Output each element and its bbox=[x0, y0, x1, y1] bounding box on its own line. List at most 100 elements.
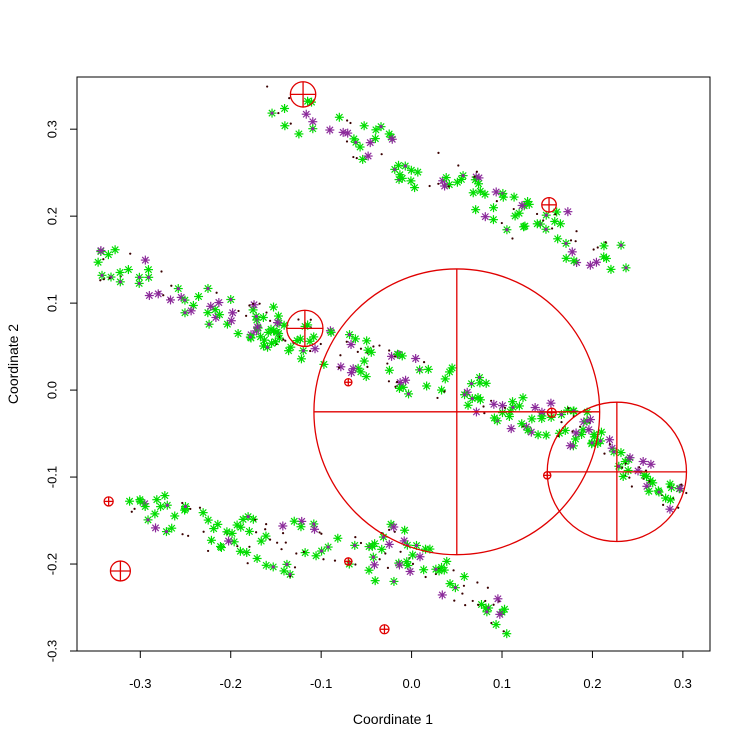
dot-point bbox=[366, 365, 369, 368]
star-point bbox=[620, 457, 630, 467]
dot-point bbox=[309, 349, 312, 353]
purple-point bbox=[461, 174, 465, 178]
dot-point bbox=[380, 153, 383, 156]
star-point bbox=[153, 289, 163, 299]
star-point bbox=[249, 300, 259, 310]
y-tick-label: 0.1 bbox=[44, 294, 59, 312]
star-point bbox=[166, 295, 176, 305]
star-point bbox=[362, 336, 372, 346]
dot-point bbox=[352, 155, 355, 159]
star-point bbox=[530, 403, 540, 413]
star-point bbox=[439, 565, 449, 575]
dot-point bbox=[378, 344, 381, 347]
star-point bbox=[387, 134, 397, 144]
star-point bbox=[546, 398, 556, 408]
purple-point bbox=[326, 545, 330, 549]
star-point bbox=[236, 522, 246, 532]
dot-point bbox=[288, 97, 291, 100]
dot-point bbox=[503, 406, 507, 409]
star-point bbox=[506, 424, 516, 434]
star-point bbox=[258, 313, 268, 323]
dot-point bbox=[346, 119, 349, 122]
star-point bbox=[135, 495, 145, 505]
star-point bbox=[498, 192, 508, 202]
x-tick-label: 0.0 bbox=[403, 676, 421, 691]
star-point bbox=[377, 544, 387, 554]
star-point bbox=[203, 515, 213, 525]
dot-point bbox=[288, 575, 292, 578]
star-point bbox=[500, 604, 510, 614]
dot-point bbox=[394, 385, 397, 388]
star-point bbox=[463, 400, 473, 410]
dot-point bbox=[662, 503, 665, 506]
star-point bbox=[123, 265, 133, 275]
star-point bbox=[569, 256, 579, 266]
dot-point bbox=[443, 390, 446, 393]
purple-point bbox=[505, 228, 509, 232]
star-point bbox=[310, 524, 320, 534]
dot-point bbox=[542, 219, 545, 222]
star-point bbox=[410, 183, 420, 193]
star-point bbox=[437, 590, 447, 600]
star-point bbox=[665, 479, 675, 489]
star-point bbox=[369, 560, 379, 570]
dot-point bbox=[596, 246, 599, 249]
star-point bbox=[423, 364, 433, 374]
dot-point bbox=[388, 349, 391, 352]
star-point bbox=[296, 354, 306, 364]
purple-point bbox=[137, 281, 141, 286]
dot-point bbox=[461, 592, 464, 595]
cluster-circle bbox=[289, 81, 317, 108]
star-point bbox=[599, 252, 609, 262]
cluster-circle bbox=[286, 309, 324, 348]
star-point bbox=[280, 103, 290, 113]
star-point bbox=[395, 170, 405, 180]
purple-point bbox=[271, 565, 275, 569]
star-point bbox=[510, 211, 520, 221]
purple-point bbox=[406, 392, 411, 396]
cluster-circle bbox=[344, 557, 353, 566]
star-point bbox=[445, 579, 455, 589]
y-tick-label: -0.1 bbox=[44, 466, 59, 488]
dot-point bbox=[624, 462, 627, 465]
dot-point bbox=[281, 532, 285, 535]
dot-point bbox=[102, 258, 105, 261]
star-point bbox=[152, 495, 162, 505]
purple-point bbox=[147, 275, 151, 279]
y-tick-label: -0.3 bbox=[44, 640, 59, 662]
purple-point bbox=[462, 393, 467, 397]
x-tick-label: -0.2 bbox=[220, 676, 242, 691]
dot-point bbox=[189, 507, 192, 511]
dot-point bbox=[644, 469, 648, 472]
purple-point bbox=[100, 273, 104, 277]
star-point bbox=[384, 129, 394, 139]
star-point bbox=[563, 207, 573, 217]
x-tick-label: 0.2 bbox=[583, 676, 601, 691]
star-point bbox=[343, 128, 353, 138]
dot-point bbox=[486, 586, 489, 589]
dot-point bbox=[484, 599, 487, 603]
star-point bbox=[325, 125, 335, 135]
star-point bbox=[367, 541, 377, 551]
star-point bbox=[445, 367, 455, 377]
star-point bbox=[394, 383, 404, 393]
star-point bbox=[235, 546, 245, 556]
star-point bbox=[350, 334, 360, 344]
purple-point bbox=[564, 241, 568, 246]
dot-point bbox=[462, 584, 466, 587]
purple-point bbox=[229, 297, 233, 302]
star-point bbox=[491, 187, 501, 197]
dot-point bbox=[554, 213, 557, 216]
star-point bbox=[214, 298, 224, 308]
dot-point bbox=[280, 548, 283, 551]
purple-point bbox=[511, 405, 515, 409]
dot-point bbox=[388, 528, 391, 531]
purple-point bbox=[319, 549, 324, 553]
dot-point bbox=[492, 603, 495, 606]
star-point bbox=[233, 329, 243, 339]
star-point bbox=[160, 491, 170, 501]
x-tick-label: -0.1 bbox=[310, 676, 332, 691]
purple-point bbox=[453, 586, 457, 590]
star-point bbox=[560, 425, 570, 435]
dot-point bbox=[170, 284, 173, 287]
